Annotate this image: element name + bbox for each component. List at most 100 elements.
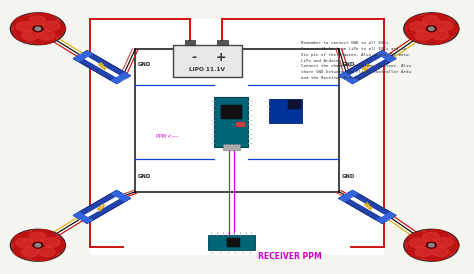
Bar — [185, 40, 195, 45]
Bar — [208, 235, 255, 250]
Polygon shape — [344, 193, 391, 221]
Polygon shape — [376, 212, 396, 224]
Circle shape — [16, 22, 32, 31]
Circle shape — [427, 26, 436, 32]
Circle shape — [410, 22, 426, 31]
Text: -: - — [191, 51, 196, 64]
Bar — [236, 122, 245, 127]
Circle shape — [29, 16, 46, 25]
Bar — [221, 105, 242, 119]
Bar — [288, 100, 301, 109]
Polygon shape — [78, 53, 126, 81]
Text: 30A: 30A — [96, 62, 108, 73]
Text: 30A: 30A — [362, 62, 373, 73]
Polygon shape — [376, 50, 396, 62]
Bar — [223, 144, 240, 150]
Polygon shape — [338, 190, 359, 202]
Bar — [217, 40, 228, 45]
Text: GND: GND — [341, 174, 355, 179]
Polygon shape — [338, 190, 396, 224]
Polygon shape — [110, 190, 131, 202]
Circle shape — [43, 21, 60, 31]
Polygon shape — [78, 53, 126, 81]
Circle shape — [432, 21, 459, 36]
Circle shape — [29, 230, 55, 245]
Circle shape — [405, 14, 457, 44]
Polygon shape — [376, 50, 396, 62]
Circle shape — [407, 16, 433, 32]
Text: GND: GND — [137, 174, 151, 179]
Circle shape — [423, 16, 439, 25]
Polygon shape — [338, 190, 396, 224]
Polygon shape — [344, 53, 391, 81]
Circle shape — [427, 242, 436, 248]
Circle shape — [35, 27, 41, 30]
Circle shape — [422, 13, 449, 28]
Text: GND: GND — [341, 62, 355, 67]
Circle shape — [13, 233, 39, 248]
Text: - Remember to connect GND to all ESCs
- Connect 11.1v from LiPo to all ESCs and : - Remember to connect GND to all ESCs - … — [296, 41, 411, 80]
Circle shape — [422, 246, 449, 261]
Circle shape — [422, 230, 449, 245]
Polygon shape — [338, 50, 396, 84]
Circle shape — [415, 31, 432, 40]
Circle shape — [428, 27, 434, 30]
Text: 30A: 30A — [362, 62, 373, 73]
Circle shape — [10, 13, 65, 45]
Circle shape — [432, 247, 448, 256]
Polygon shape — [73, 50, 131, 84]
Bar — [90, 19, 384, 255]
Polygon shape — [110, 72, 131, 84]
Circle shape — [407, 233, 433, 248]
Polygon shape — [338, 72, 359, 84]
Circle shape — [33, 242, 43, 248]
Circle shape — [10, 229, 65, 261]
Circle shape — [38, 30, 55, 40]
Circle shape — [422, 29, 449, 44]
Circle shape — [35, 244, 41, 247]
Circle shape — [29, 29, 55, 44]
Circle shape — [432, 238, 459, 253]
Polygon shape — [344, 53, 391, 81]
Circle shape — [29, 232, 46, 242]
Circle shape — [423, 232, 439, 242]
Polygon shape — [110, 72, 131, 84]
Circle shape — [39, 21, 65, 36]
Polygon shape — [338, 50, 396, 84]
Circle shape — [407, 26, 433, 41]
Text: RECEIVER PPM: RECEIVER PPM — [258, 252, 322, 261]
Bar — [214, 97, 248, 147]
Circle shape — [13, 16, 39, 32]
Circle shape — [405, 230, 457, 260]
Text: 30A: 30A — [96, 62, 108, 73]
Circle shape — [404, 13, 459, 45]
Bar — [269, 99, 302, 123]
Polygon shape — [78, 193, 126, 221]
Bar — [173, 45, 242, 77]
Circle shape — [12, 14, 64, 44]
Polygon shape — [73, 212, 93, 224]
Text: 30A: 30A — [96, 201, 108, 212]
Circle shape — [13, 242, 39, 258]
Circle shape — [428, 244, 434, 247]
Text: +: + — [216, 51, 227, 64]
Circle shape — [16, 238, 32, 248]
Circle shape — [404, 229, 459, 261]
Polygon shape — [338, 72, 359, 84]
Circle shape — [29, 13, 55, 28]
Polygon shape — [73, 50, 93, 62]
Polygon shape — [73, 50, 131, 84]
Circle shape — [432, 30, 448, 40]
Text: PPM <----: PPM <---- — [156, 135, 179, 139]
Text: GND: GND — [137, 62, 151, 67]
Bar — [227, 238, 240, 247]
Circle shape — [410, 238, 426, 248]
Circle shape — [29, 246, 55, 261]
Polygon shape — [110, 190, 131, 202]
Text: 30A: 30A — [96, 201, 108, 212]
Circle shape — [22, 247, 38, 257]
Polygon shape — [73, 212, 93, 224]
Circle shape — [437, 21, 453, 31]
Polygon shape — [78, 193, 126, 221]
Circle shape — [415, 247, 432, 257]
